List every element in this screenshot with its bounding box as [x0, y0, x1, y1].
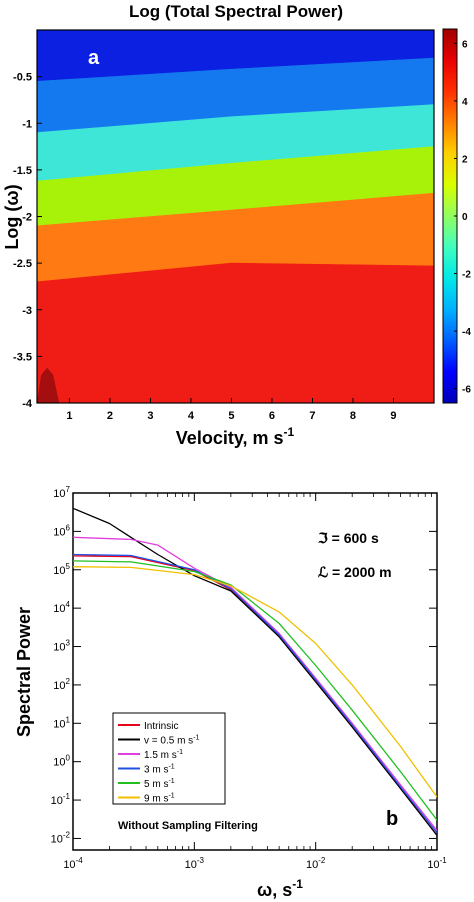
- contour-bands: [37, 30, 434, 403]
- x-tick-label: 4: [188, 410, 195, 422]
- legend-entry: 3 m s-1: [144, 764, 175, 776]
- heatmap-panel: Log (Total Spectral Power) 1 2 3 4 5 6 7 8 9 -0.…: [2, 2, 471, 448]
- spectrum-legend: Intrinsic v = 0.5 m s-1 1.5 m s-1 3 m s-1 5 …: [112, 712, 226, 805]
- annotation-length-scale: ℒ = 2000 m: [318, 564, 392, 581]
- colorbar-tick-label: -6: [462, 385, 471, 396]
- y-tick-label: -4: [22, 398, 33, 410]
- heatmap-y-ticks: -0.5 -1 -1.5 -2 -2.5 -3 -3.5 -4: [13, 72, 42, 410]
- y-tick-label: -1: [22, 118, 32, 130]
- y-tick-label: 10-2: [51, 830, 71, 845]
- colorbar-tick-label: -4: [462, 327, 471, 338]
- series-line: [73, 566, 437, 798]
- heatmap-x-axis-label-sup: -1: [284, 425, 295, 439]
- annotation-without-sampling-filtering: Without Sampling Filtering: [118, 820, 258, 832]
- y-tick-label: 104: [53, 600, 70, 615]
- heatmap-x-axis-label: Velocity, m s-1: [176, 425, 295, 448]
- colorbar-tick-label: 2: [462, 154, 468, 165]
- panel-label-b: b: [386, 808, 398, 830]
- contour-band: [37, 262, 434, 403]
- heatmap-y-axis-label: Log (ω): [2, 184, 22, 249]
- colorbar-ticks: 6 4 2 0 -2 -4 -6: [454, 39, 471, 396]
- spectrum-y-ticks: 10-2 10-1 100 101 102 103 104 105 106 107: [51, 485, 437, 845]
- y-tick-label: 105: [53, 562, 70, 577]
- heatmap-x-axis-label-text: Velocity, m s: [176, 428, 284, 448]
- spectrum-panel: 10-4 10-3 10-2 10-1 10-2 10-1 100 101 102 103 104…: [14, 485, 447, 900]
- x-tick-label: 10-2: [306, 856, 326, 871]
- x-tick-label: 8: [350, 410, 356, 422]
- dark-region: [37, 367, 60, 403]
- x-tick-label: 3: [147, 410, 153, 422]
- y-tick-label: -3: [22, 305, 32, 317]
- spectrum-plot-frame: [72, 492, 438, 851]
- annotation-integration-time-text: = 600 s: [328, 530, 379, 546]
- y-tick-label: 103: [53, 639, 70, 654]
- y-tick-label: 101: [53, 715, 70, 730]
- y-tick-label: 10-1: [51, 792, 71, 807]
- series-line: [73, 560, 437, 821]
- legend-entry: 9 m s-1: [144, 793, 175, 805]
- x-tick-label: 7: [309, 410, 315, 422]
- annotation-length-scale-text: = 2000 m: [328, 564, 391, 580]
- heatmap-title: Log (Total Spectral Power): [129, 2, 343, 21]
- x-tick-label: 10-1: [427, 856, 447, 871]
- x-tick-label: 2: [107, 410, 113, 422]
- spectrum-legend-frame: [112, 712, 226, 805]
- spectrum-y-axis-label: Spectral Power: [14, 607, 34, 737]
- y-tick-label: -0.5: [13, 72, 32, 84]
- annotation-integration-time: ℑ = 600 s: [317, 530, 379, 547]
- contour-band: [37, 146, 434, 227]
- legend-entry: Intrinsic: [144, 721, 178, 732]
- legend-entry: 5 m s-1: [144, 778, 175, 790]
- spectrum-x-axis-label: ω, s-1: [257, 877, 303, 900]
- spectrum-series: [73, 507, 437, 836]
- x-tick-label: 6: [269, 410, 275, 422]
- series-line: [73, 536, 437, 832]
- spectrum-x-ticks: 10-4 10-3 10-2 10-1: [63, 493, 447, 871]
- y-tick-label: -2: [22, 212, 32, 224]
- y-tick-label: 100: [53, 754, 70, 769]
- contour-band: [37, 192, 434, 283]
- colorbar-tick-label: -2: [462, 270, 471, 281]
- y-tick-label: 102: [53, 677, 70, 692]
- x-tick-label: 10-4: [63, 856, 83, 871]
- annotation-integration-time-symbol: ℑ: [317, 531, 328, 547]
- x-tick-label: 10-3: [185, 856, 205, 871]
- heatmap-x-ticks: 1 2 3 4 5 6 7 8 9: [66, 398, 397, 422]
- annotation-length-scale-symbol: ℒ: [318, 565, 328, 581]
- x-tick-label: 5: [228, 410, 234, 422]
- x-tick-label: 1: [66, 410, 72, 422]
- series-line: [73, 553, 437, 834]
- legend-entry: 1.5 m s-1: [144, 749, 183, 761]
- spectrum-x-axis-label-sup: -1: [292, 877, 303, 891]
- x-tick-label: 9: [390, 410, 396, 422]
- contour-band: [37, 57, 434, 133]
- panel-label-a: a: [88, 47, 100, 69]
- colorbar-tick-label: 4: [462, 97, 468, 108]
- contour-band: [37, 104, 434, 182]
- y-tick-label: -3.5: [13, 351, 32, 363]
- y-tick-label: 106: [53, 523, 70, 538]
- colorbar-tick-label: 0: [462, 212, 468, 223]
- legend-entry: v = 0.5 m s-1: [144, 735, 200, 747]
- colorbar-tick-label: 6: [462, 39, 468, 50]
- y-tick-label: 107: [53, 485, 70, 500]
- spectrum-x-axis-label-text: ω, s: [257, 880, 292, 900]
- y-tick-label: -1.5: [13, 165, 32, 177]
- y-tick-label: -2.5: [13, 258, 32, 270]
- series-line: [73, 507, 437, 836]
